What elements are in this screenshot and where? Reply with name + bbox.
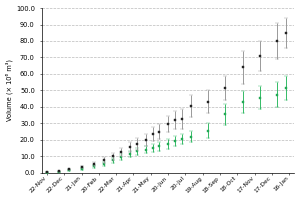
- Y-axis label: Volume (× 10⁶ m³): Volume (× 10⁶ m³): [6, 59, 13, 121]
